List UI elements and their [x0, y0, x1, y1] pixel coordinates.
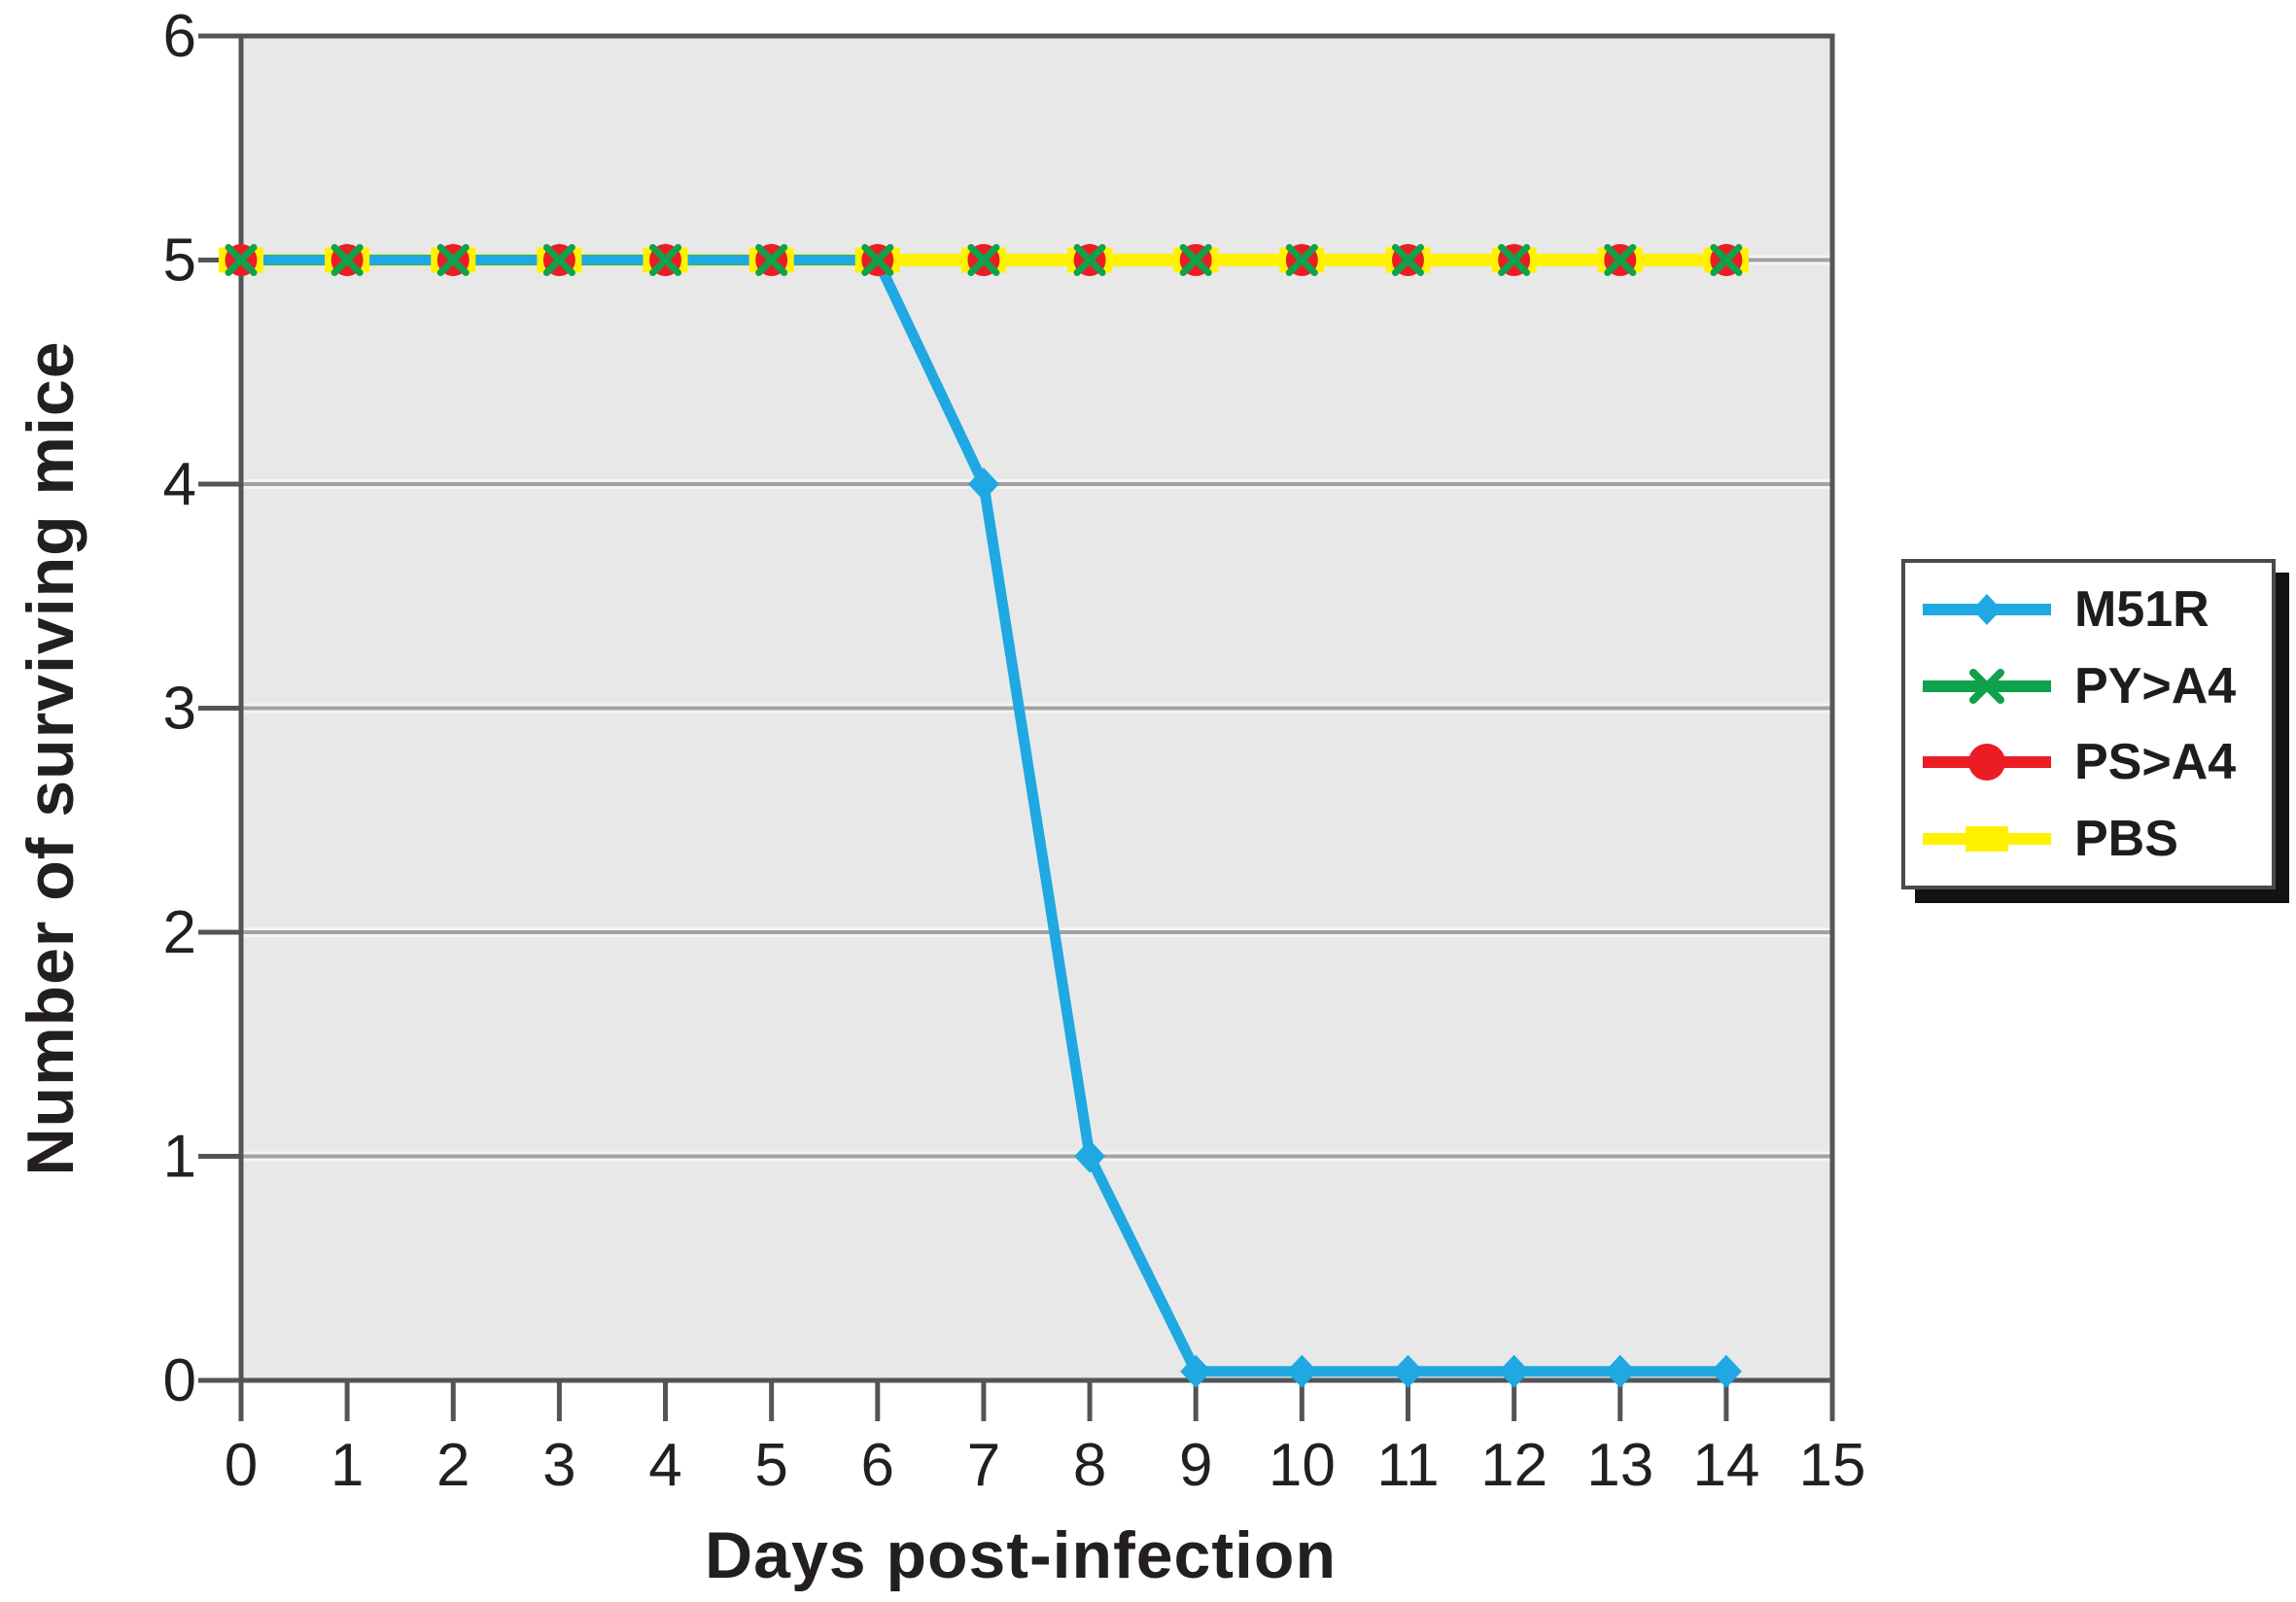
- x-marker: [542, 244, 575, 276]
- x-marker: [436, 244, 470, 276]
- diamond-marker: [967, 468, 999, 501]
- x-tick-label: 1: [330, 1432, 364, 1499]
- diamond-marker: [1074, 1139, 1106, 1173]
- legend-label: PBS: [2074, 810, 2178, 867]
- legend-item-pbs: PBS: [1923, 804, 2272, 874]
- diamond-marker: [1286, 1354, 1318, 1388]
- y-axis-title: Number of surviving mice: [14, 340, 87, 1176]
- x-marker: [755, 244, 788, 276]
- legend-item-ps-a4: PS>A4: [1923, 727, 2272, 797]
- diamond-marker: [1498, 1354, 1530, 1388]
- diamond-marker-icon: [1923, 594, 2051, 626]
- x-axis-title: Days post-infection: [705, 1518, 1337, 1592]
- x-marker: [967, 244, 1000, 276]
- x-tick-label: 11: [1376, 1432, 1439, 1499]
- x-marker: [1073, 244, 1106, 276]
- x-tick-label: 4: [648, 1432, 681, 1499]
- plot-frame: [238, 33, 1835, 1383]
- x-marker: [861, 244, 894, 276]
- legend-item-m51r: M51R: [1923, 575, 2272, 644]
- x-marker: [1179, 244, 1212, 276]
- x-tick-label: 10: [1269, 1432, 1336, 1499]
- y-tick-label: 2: [163, 899, 196, 966]
- x-tick-label: 13: [1586, 1432, 1653, 1499]
- x-marker: [330, 244, 364, 276]
- x-marker: [1710, 244, 1743, 276]
- x-marker: [1285, 244, 1318, 276]
- x-tick-label: 7: [967, 1432, 1000, 1499]
- diamond-marker: [1180, 1354, 1212, 1388]
- y-tick-label: 0: [163, 1347, 196, 1414]
- x-tick-label: 0: [225, 1432, 258, 1499]
- legend: M51R PY>A4 PS>A4 PBS: [1901, 559, 2276, 889]
- square-marker-icon: [1923, 825, 2051, 852]
- y-tick-label: 6: [163, 3, 196, 70]
- x-tick-label: 15: [1799, 1432, 1866, 1499]
- y-tick-label: 5: [163, 227, 196, 295]
- x-tick-label: 2: [436, 1432, 470, 1499]
- diamond-marker: [1710, 1354, 1742, 1388]
- x-tick-label: 8: [1073, 1432, 1106, 1499]
- x-tick-label: 9: [1179, 1432, 1212, 1499]
- x-marker: [1498, 244, 1531, 276]
- y-tick-label: 3: [163, 676, 196, 743]
- diamond-marker: [1392, 1354, 1424, 1388]
- x-tick-label: 5: [754, 1432, 787, 1499]
- diamond-marker: [1604, 1354, 1636, 1388]
- y-tick-label: 1: [163, 1124, 196, 1191]
- legend-label: M51R: [2074, 581, 2209, 639]
- circle-marker-icon: [1923, 744, 2051, 782]
- y-tick-label: 4: [163, 451, 196, 518]
- x-marker-icon: [1923, 668, 2051, 704]
- x-tick-label: 6: [861, 1432, 894, 1499]
- x-marker: [1604, 244, 1637, 276]
- legend-label: PS>A4: [2074, 734, 2237, 791]
- x-marker: [649, 244, 682, 276]
- legend-label: PY>A4: [2074, 657, 2237, 714]
- x-marker: [1391, 244, 1424, 276]
- x-marker: [225, 244, 258, 276]
- x-tick-label: 12: [1480, 1432, 1548, 1499]
- x-tick-label: 3: [542, 1432, 575, 1499]
- x-tick-label: 14: [1692, 1432, 1759, 1499]
- legend-item-py-a4: PY>A4: [1923, 651, 2272, 721]
